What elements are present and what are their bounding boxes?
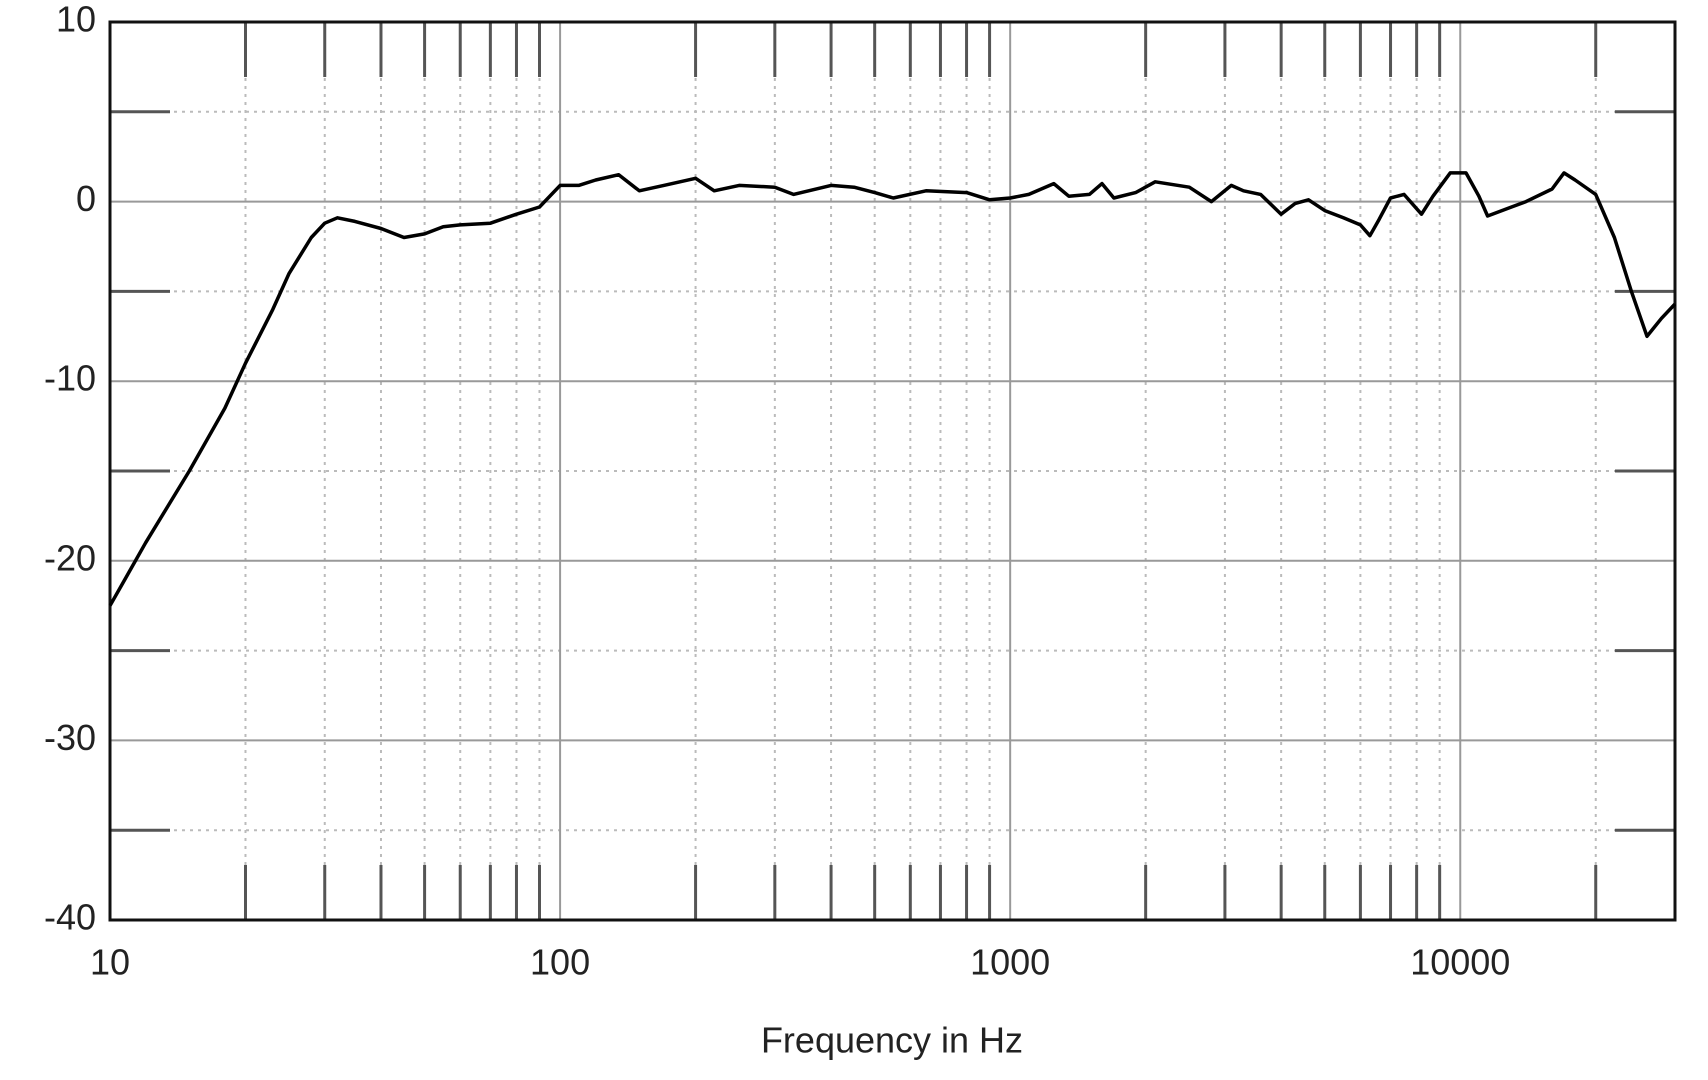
y-tick-label: -30	[44, 717, 96, 758]
x-tick-label: 10	[90, 942, 130, 983]
y-tick-label: -40	[44, 897, 96, 938]
y-tick-label: 10	[56, 0, 96, 40]
x-tick-label: 1000	[970, 942, 1050, 983]
plot-frame	[108, 20, 1677, 922]
y-tick-label: -20	[44, 537, 96, 578]
x-tick-label: 10000	[1410, 942, 1510, 983]
x-axis-label: Frequency in Hz	[761, 1020, 1023, 1061]
y-tick-label: -10	[44, 358, 96, 399]
y-tick-label: 0	[76, 178, 96, 219]
response-line	[108, 171, 1677, 607]
x-tick-label: 100	[530, 942, 590, 983]
